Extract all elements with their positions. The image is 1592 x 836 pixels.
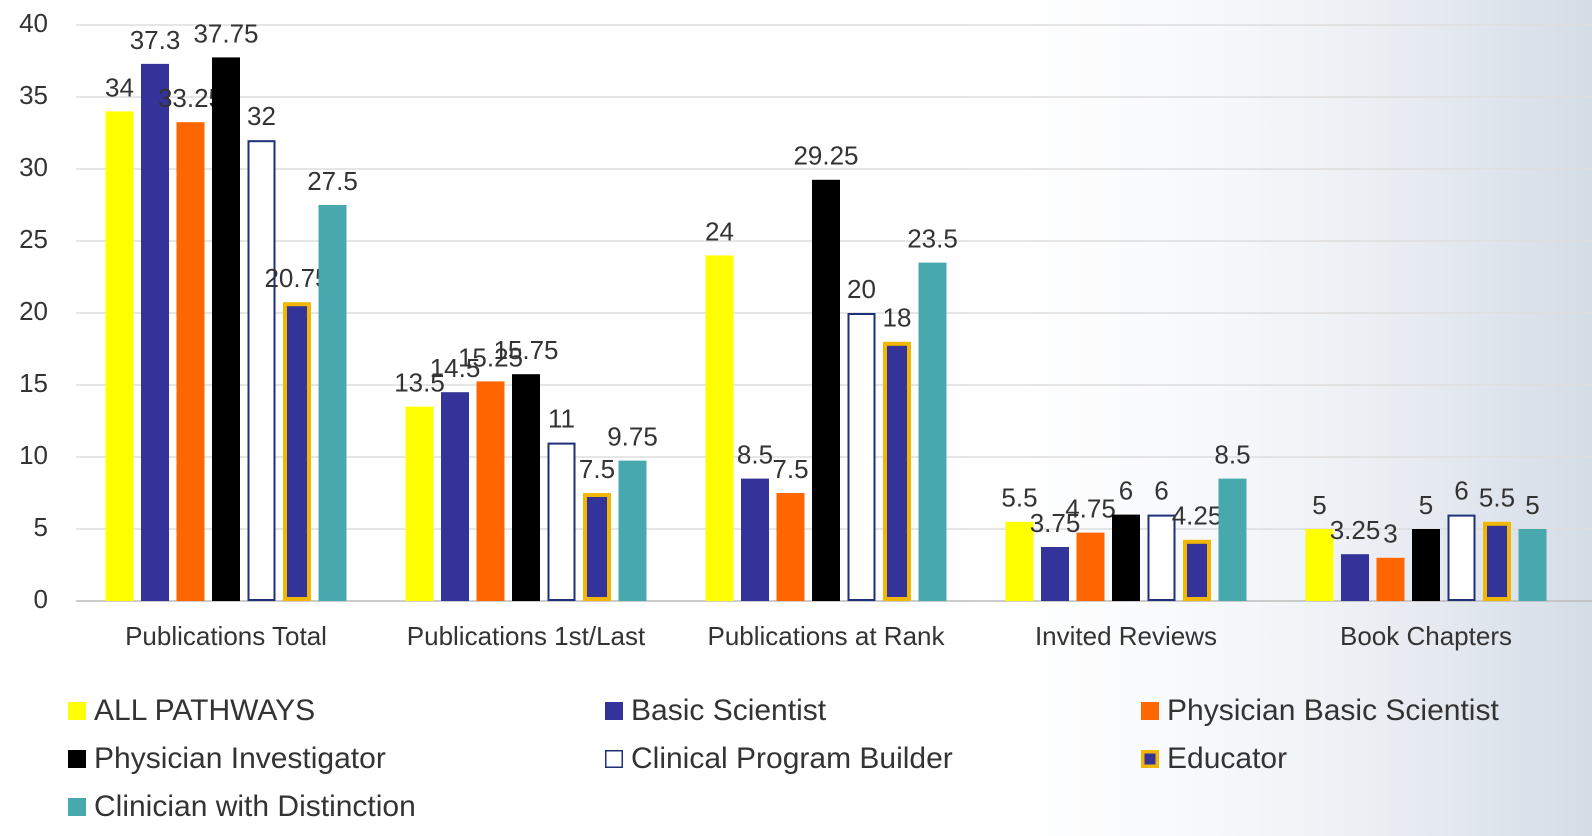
value-label: 15.25 — [458, 342, 523, 372]
value-label: 5 — [1312, 490, 1326, 520]
value-label: 4.25 — [1172, 501, 1223, 531]
bar — [1376, 557, 1405, 601]
bar — [1218, 478, 1247, 601]
bar — [441, 392, 469, 601]
bar — [1112, 514, 1140, 601]
value-label: 3.75 — [1030, 508, 1081, 538]
value-label: 4.75 — [1065, 493, 1116, 523]
value-label: 24 — [705, 216, 734, 246]
x-tick-label: Publications Total — [125, 621, 327, 651]
bar — [583, 493, 611, 601]
bar — [1183, 539, 1211, 601]
value-label: 20 — [847, 274, 876, 304]
value-label: 34 — [105, 72, 134, 102]
bar — [1412, 529, 1440, 601]
value-label: 37.75 — [193, 18, 258, 48]
y-tick-label: 30 — [19, 152, 48, 182]
legend-label: Physician Investigator — [94, 742, 386, 775]
x-tick-label: Book Chapters — [1340, 621, 1512, 651]
bar — [918, 262, 947, 601]
bar — [1147, 514, 1176, 601]
bar — [212, 57, 240, 601]
legend-marker — [1141, 702, 1159, 720]
bar — [318, 205, 347, 601]
y-tick-label: 10 — [19, 440, 48, 470]
y-tick-label: 25 — [19, 224, 48, 254]
value-label: 13.5 — [394, 367, 445, 397]
legend-label: Clinician with Distinction — [94, 790, 416, 823]
y-tick-label: 40 — [19, 8, 48, 38]
legend-label: Basic Scientist — [631, 694, 827, 727]
bar — [247, 140, 276, 601]
y-tick-label: 20 — [19, 296, 48, 326]
value-label: 6 — [1454, 475, 1468, 505]
bar — [1447, 514, 1476, 601]
bar — [1005, 521, 1034, 601]
legend-marker — [1141, 750, 1159, 768]
value-label: 5.5 — [1001, 483, 1037, 513]
value-label: 18 — [883, 303, 912, 333]
x-tick-label: Publications at Rank — [707, 621, 945, 651]
value-label: 5 — [1419, 490, 1433, 520]
bar — [776, 493, 805, 601]
value-label: 27.5 — [307, 166, 358, 196]
bar — [1041, 547, 1069, 601]
bar — [476, 381, 505, 601]
bar — [512, 374, 540, 601]
bar — [618, 460, 647, 601]
bar — [705, 255, 734, 601]
value-label: 8.5 — [737, 439, 773, 469]
legend-marker — [605, 702, 623, 720]
bar — [1483, 521, 1511, 601]
y-tick-label: 5 — [34, 512, 48, 542]
bar — [283, 302, 311, 601]
bar — [741, 478, 769, 601]
bar — [141, 63, 169, 601]
value-label: 23.5 — [907, 223, 958, 253]
value-label: 32 — [247, 101, 276, 131]
value-label: 15.75 — [493, 335, 558, 365]
value-label: 3.25 — [1330, 515, 1381, 545]
bar — [405, 406, 434, 601]
value-label: 3 — [1383, 519, 1397, 549]
value-label: 7.5 — [772, 454, 808, 484]
background — [900, 0, 1592, 836]
legend-label: Educator — [1167, 742, 1287, 775]
legend-marker — [68, 750, 86, 768]
value-label: 6 — [1119, 475, 1133, 505]
bar — [176, 122, 205, 601]
value-label: 29.25 — [793, 141, 858, 171]
y-tick-label: 15 — [19, 368, 48, 398]
legend-label: ALL PATHWAYS — [94, 694, 315, 727]
value-label: 6 — [1154, 475, 1168, 505]
x-tick-label: Publications 1st/Last — [407, 621, 646, 651]
legend-label: Clinical Program Builder — [631, 742, 953, 775]
y-tick-label: 0 — [34, 584, 48, 614]
bar — [1305, 529, 1334, 601]
legend-marker — [605, 750, 623, 768]
value-label: 5.5 — [1479, 483, 1515, 513]
value-label: 8.5 — [1214, 439, 1250, 469]
bar — [812, 179, 840, 602]
x-tick-label: Invited Reviews — [1035, 621, 1217, 651]
legend-marker — [68, 798, 86, 816]
bar — [105, 111, 134, 602]
bar — [883, 341, 911, 601]
legend-marker — [68, 702, 86, 720]
bar — [547, 442, 576, 601]
value-label: 7.5 — [579, 454, 615, 484]
value-label: 9.75 — [607, 421, 658, 451]
value-label: 37.3 — [130, 25, 181, 55]
bar — [1341, 554, 1369, 601]
legend-label: Physician Basic Scientist — [1167, 694, 1499, 727]
value-label: 5 — [1525, 490, 1539, 520]
bar — [1076, 532, 1105, 601]
value-label: 11 — [548, 403, 575, 433]
value-label: 14.5 — [430, 353, 481, 383]
bar — [1518, 529, 1547, 601]
bar — [847, 313, 876, 601]
y-tick-label: 35 — [19, 80, 48, 110]
